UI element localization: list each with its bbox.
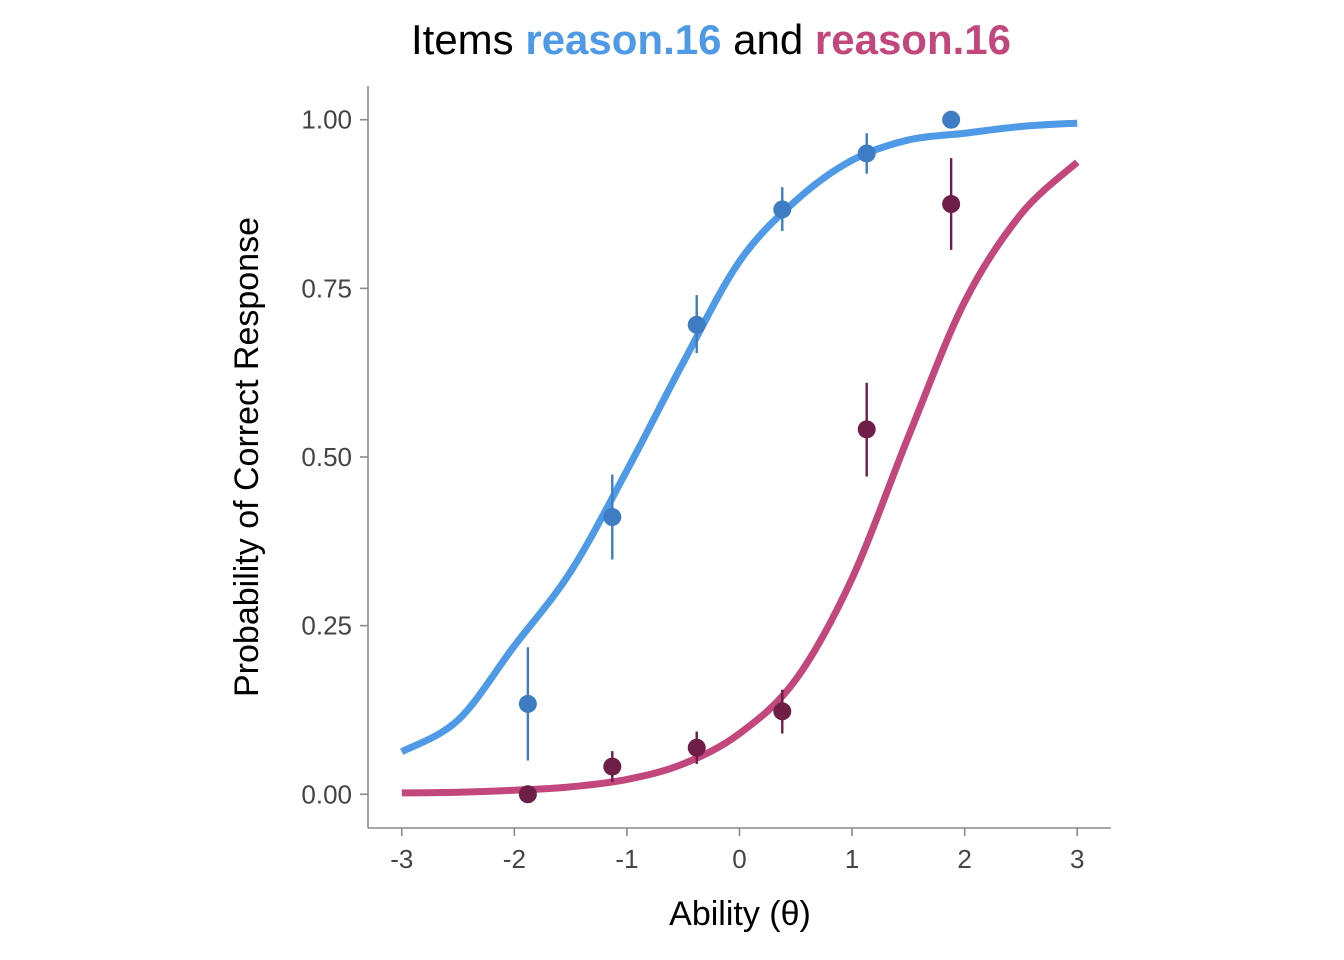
data-point — [942, 195, 961, 214]
axes — [367, 86, 1111, 829]
data-point — [857, 144, 876, 163]
data-point — [773, 702, 792, 721]
y-tick-label: 0.00 — [301, 779, 352, 809]
title-item-1: reason.16 — [525, 16, 721, 63]
title-item-2: reason.16 — [815, 16, 1011, 63]
x-tick-label: -2 — [503, 844, 526, 874]
x-axis-title: Ability (θ) — [669, 895, 811, 933]
x-tick-label: 1 — [845, 844, 859, 874]
title-prefix: Items — [411, 16, 525, 63]
series-1 — [400, 110, 1078, 761]
data-point — [518, 785, 537, 804]
x-tick-label: -3 — [390, 844, 413, 874]
series-2 — [401, 158, 1080, 804]
data-point — [857, 420, 876, 439]
title-connector: and — [721, 16, 814, 63]
x-tick-label: 3 — [1070, 844, 1084, 874]
x-ticks: -3 -2 -1 0 1 2 3 — [390, 828, 1084, 874]
data-point — [603, 757, 622, 776]
data-point — [518, 694, 537, 713]
y-tick-label: 0.75 — [301, 273, 352, 303]
data-point — [773, 200, 792, 219]
y-tick-label: 1.00 — [301, 105, 352, 135]
x-tick-label: -1 — [615, 844, 638, 874]
y-ticks: 0.00 0.25 0.50 0.75 1.00 — [301, 105, 368, 809]
y-tick-label: 0.25 — [301, 611, 352, 641]
data-point — [687, 315, 706, 334]
data-point — [942, 110, 961, 129]
x-tick-label: 0 — [732, 844, 746, 874]
y-tick-label: 0.50 — [301, 442, 352, 472]
chart-title: Items reason.16 and reason.16 — [411, 16, 1011, 63]
series-1-curve — [400, 119, 1078, 755]
plot-area — [400, 110, 1080, 804]
data-point — [603, 508, 622, 527]
y-axis-title: Probability of Correct Response — [228, 217, 266, 697]
data-point — [687, 738, 706, 757]
x-tick-label: 2 — [957, 844, 971, 874]
